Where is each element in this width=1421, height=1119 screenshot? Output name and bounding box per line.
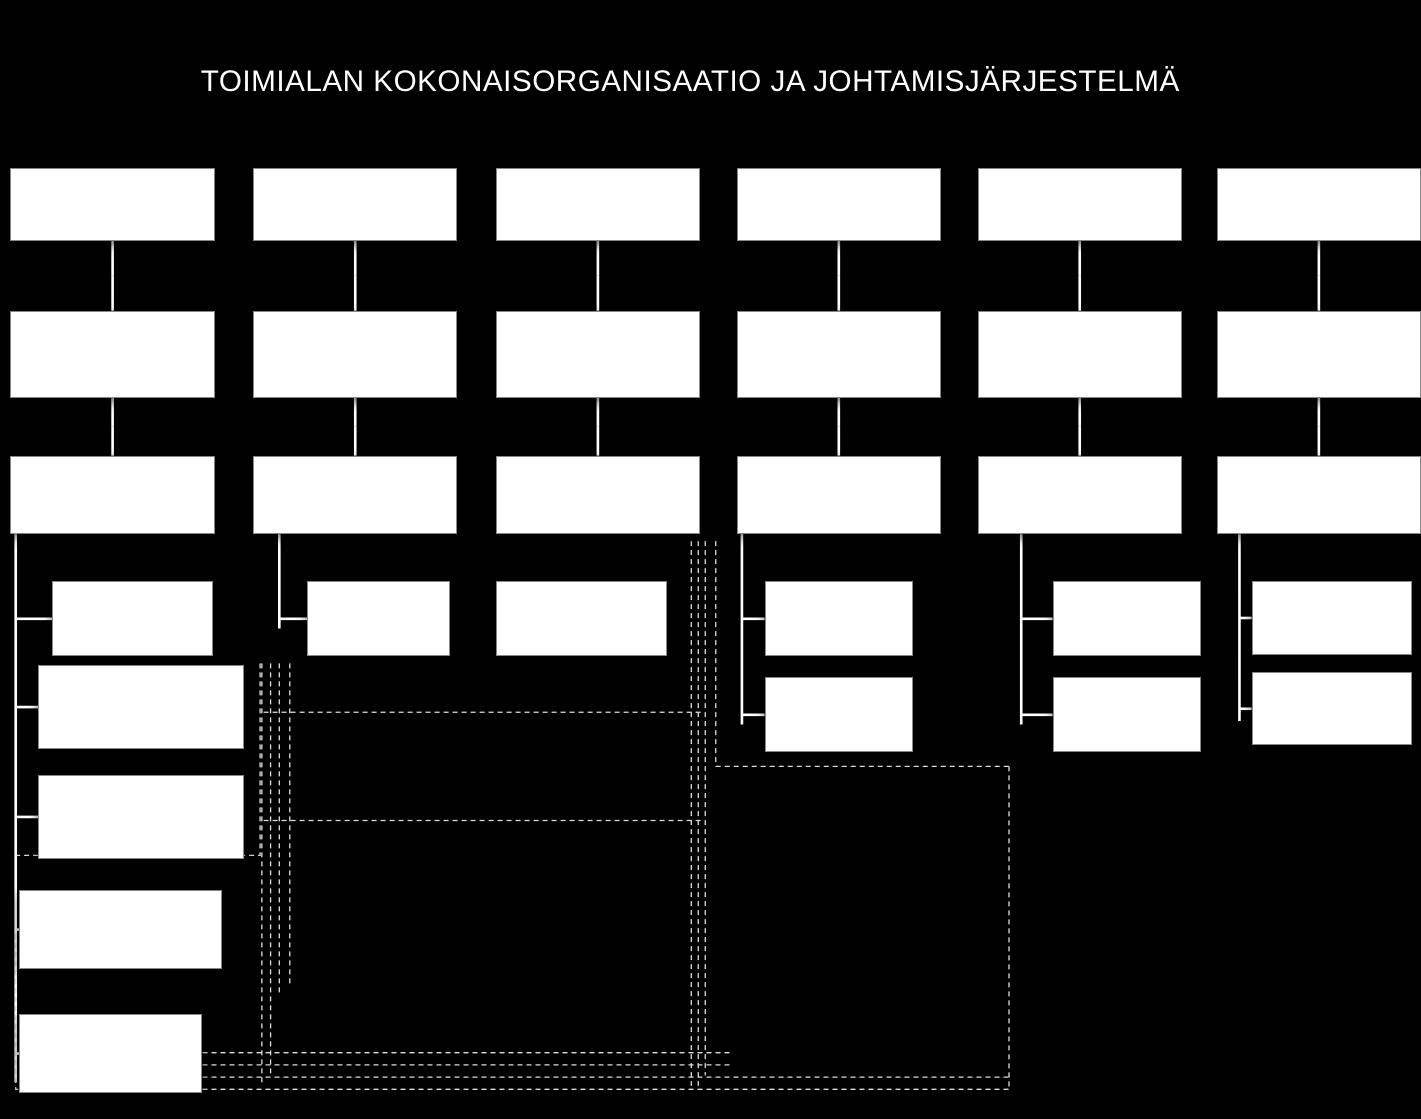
org-box-s5f (1252, 672, 1413, 745)
org-box-s4a (52, 581, 213, 656)
org-box-r3c5 (978, 456, 1182, 535)
org-box-s4f (1252, 581, 1413, 654)
org-box-r1c1 (10, 168, 214, 241)
org-box-r1c6 (1217, 168, 1421, 241)
org-box-r2c6 (1217, 311, 1421, 398)
org-box-s6a (38, 775, 244, 859)
org-box-s4d (765, 581, 913, 656)
org-box-r2c1 (10, 311, 214, 398)
org-box-r2c4 (737, 311, 941, 398)
org-chart: TOIMIALAN KOKONAISORGANISAATIO JA JOHTAM… (0, 0, 1421, 1119)
org-box-s5e (1053, 677, 1201, 752)
org-box-r2c5 (978, 311, 1182, 398)
org-box-r2c2 (253, 311, 457, 398)
page-title: TOIMIALAN KOKONAISORGANISAATIO JA JOHTAM… (201, 65, 1180, 99)
org-box-r3c1 (10, 456, 214, 535)
org-box-r1c4 (737, 168, 941, 241)
org-box-s4e (1053, 581, 1201, 656)
org-box-s7a (19, 890, 222, 969)
org-box-s4b (307, 581, 450, 656)
org-box-s8a (19, 1014, 202, 1093)
org-box-r3c4 (737, 456, 941, 535)
org-box-r1c3 (496, 168, 700, 241)
org-box-r3c3 (496, 456, 700, 535)
org-box-s5a (38, 665, 244, 749)
org-box-s4c (496, 581, 667, 656)
org-box-r3c6 (1217, 456, 1421, 535)
org-box-s5d (765, 677, 913, 752)
org-box-r1c5 (978, 168, 1182, 241)
org-box-r2c3 (496, 311, 700, 398)
org-box-r1c2 (253, 168, 457, 241)
org-box-r3c2 (253, 456, 457, 535)
